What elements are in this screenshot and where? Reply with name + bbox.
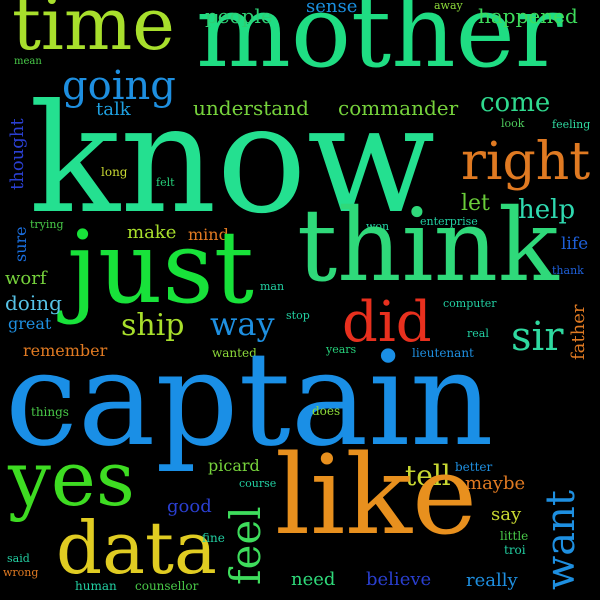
word-life: life [561, 234, 589, 254]
word-real: real [467, 327, 489, 340]
word-father: father [568, 304, 589, 360]
word-going: going [62, 63, 176, 109]
word-little: little [500, 529, 529, 543]
word-right: right [461, 132, 591, 192]
word-trying: trying [30, 218, 64, 231]
word-look: look [501, 117, 525, 130]
word-tell: tell [405, 459, 451, 492]
word-human: human [75, 579, 117, 593]
word-picard: picard [208, 456, 260, 475]
word-know: know [29, 73, 436, 247]
word-commander: commander [338, 96, 459, 120]
word-come: come [480, 88, 551, 118]
word-sir: sir [511, 314, 564, 360]
word-understand: understand [193, 96, 309, 120]
word-said: said [7, 552, 30, 565]
word-wanted: wanted [212, 346, 257, 360]
word-mean: mean [14, 56, 42, 67]
word-talk: talk [96, 99, 131, 120]
word-troi: troi [504, 543, 526, 557]
word-computer: computer [443, 297, 497, 310]
word-lieutenant: lieutenant [412, 346, 474, 360]
word-good: good [167, 496, 212, 517]
word-course: course [239, 477, 277, 490]
word-thank: thank [552, 264, 584, 277]
word-think: think [297, 187, 559, 304]
word-happened: happened [478, 4, 578, 28]
word-data: data [56, 506, 217, 590]
word-better: better [455, 460, 493, 474]
word-doing: doing [5, 291, 62, 315]
word-feeling: feeling [552, 118, 591, 131]
word-away: away [434, 0, 463, 12]
word-man: man [260, 280, 285, 293]
word-yes: yes [8, 434, 135, 523]
word-maybe: maybe [465, 473, 526, 494]
word-stop: stop [286, 309, 310, 322]
word-years: years [326, 343, 357, 356]
word-people: people [205, 4, 273, 28]
word-mind: mind [188, 225, 229, 244]
word-time: time [12, 0, 175, 66]
word-things: things [31, 405, 69, 419]
word-great: great [8, 314, 52, 333]
word-captain: captain [5, 323, 494, 475]
word-way: way [210, 305, 275, 343]
word-did: did [342, 290, 432, 355]
word-mother: mother [196, 0, 563, 90]
word-won: won [366, 220, 390, 233]
word-felt: felt [156, 176, 175, 189]
word-help: help [518, 195, 576, 225]
word-want: want [538, 490, 584, 590]
word-fine: fine [202, 531, 225, 545]
word-sense: sense [306, 0, 358, 17]
word-sure: sure [11, 226, 30, 262]
word-worf: worf [5, 268, 47, 289]
word-need: need [291, 569, 336, 590]
word-just: just [67, 209, 254, 326]
word-ship: ship [121, 308, 185, 343]
word-make: make [127, 222, 177, 243]
word-counsellor: counsellor [135, 579, 199, 593]
word-let: let [461, 191, 490, 216]
word-does: does [312, 404, 341, 418]
word-remember: remember [23, 341, 108, 360]
word-like: like [275, 431, 478, 559]
word-really: really [466, 570, 518, 591]
word-feel: feel [221, 506, 270, 585]
word-enterprise: enterprise [420, 215, 478, 228]
word-thought: thought [7, 118, 28, 190]
word-say: say [491, 504, 522, 525]
word-believe: believe [366, 569, 432, 590]
word-wrong: wrong [3, 566, 39, 579]
word-long: long [101, 165, 128, 179]
